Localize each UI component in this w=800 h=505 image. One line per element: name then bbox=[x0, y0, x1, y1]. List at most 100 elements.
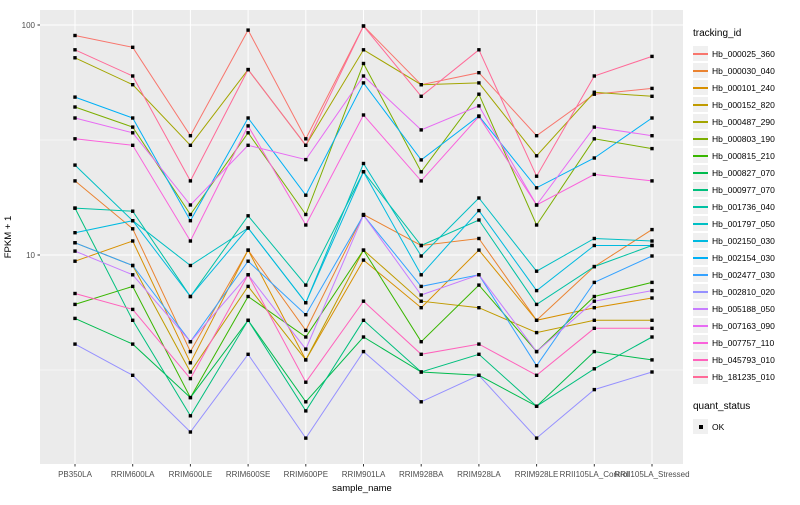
data-point bbox=[361, 81, 366, 85]
data-point bbox=[73, 241, 77, 245]
data-point bbox=[361, 170, 366, 174]
data-point bbox=[592, 387, 596, 392]
data-point bbox=[304, 313, 308, 317]
data-point bbox=[419, 306, 423, 310]
data-point bbox=[650, 227, 654, 232]
data-point bbox=[419, 284, 423, 289]
data-point bbox=[188, 349, 193, 354]
data-point bbox=[246, 67, 250, 72]
data-point bbox=[304, 157, 308, 162]
legend-item-label: Hb_000815_210 bbox=[712, 150, 775, 161]
data-point bbox=[477, 248, 481, 252]
legend-item: Hb_007757_110 bbox=[693, 334, 798, 351]
data-point bbox=[419, 370, 423, 374]
legend-key bbox=[693, 284, 708, 299]
legend-item-label: Hb_007757_110 bbox=[712, 337, 775, 348]
data-point bbox=[304, 137, 308, 141]
legend-item-quant-ok: OK bbox=[693, 418, 798, 435]
data-point bbox=[246, 294, 250, 299]
legend-line-swatch bbox=[693, 52, 708, 55]
data-point bbox=[188, 263, 193, 268]
legend-line-swatch bbox=[693, 358, 708, 361]
data-point bbox=[650, 146, 654, 151]
data-point bbox=[361, 161, 366, 166]
legend-item-label: Hb_002477_030 bbox=[712, 269, 775, 280]
legend-key bbox=[693, 216, 708, 231]
data-point bbox=[419, 128, 423, 132]
data-point bbox=[73, 316, 77, 321]
legend-item: Hb_000101_240 bbox=[693, 79, 798, 96]
data-point bbox=[304, 193, 308, 197]
legend-line-swatch bbox=[693, 341, 708, 344]
data-point bbox=[419, 299, 423, 303]
legend-line-swatch bbox=[693, 69, 708, 72]
legend-item-label: Hb_007163_090 bbox=[712, 320, 775, 331]
x-tick-label: RRIM600LE bbox=[169, 470, 213, 479]
data-point bbox=[477, 104, 481, 108]
data-point bbox=[650, 288, 654, 293]
data-point bbox=[73, 259, 77, 263]
legend-line-swatch bbox=[693, 256, 708, 259]
legend-item-label: Hb_000977_070 bbox=[712, 184, 775, 195]
data-point bbox=[188, 179, 193, 183]
data-point bbox=[246, 28, 250, 32]
data-point bbox=[73, 291, 77, 296]
data-point bbox=[246, 143, 250, 147]
data-point bbox=[534, 436, 539, 440]
legend-key bbox=[693, 114, 708, 129]
data-point bbox=[650, 358, 654, 362]
legend-line-swatch bbox=[693, 120, 708, 123]
data-point bbox=[592, 318, 596, 322]
data-point bbox=[188, 212, 193, 217]
data-point bbox=[188, 430, 193, 434]
data-point bbox=[419, 243, 423, 248]
legend-key bbox=[693, 148, 708, 163]
legend-item-label: Hb_001736_040 bbox=[712, 201, 775, 212]
data-point bbox=[534, 373, 539, 377]
legend-line-swatch bbox=[693, 205, 708, 208]
data-point bbox=[477, 208, 481, 213]
data-point bbox=[477, 273, 481, 277]
data-point bbox=[592, 74, 596, 78]
data-point bbox=[534, 269, 539, 273]
data-point bbox=[73, 206, 77, 210]
legend-key bbox=[693, 182, 708, 197]
data-point bbox=[304, 335, 308, 339]
data-point bbox=[592, 92, 596, 96]
data-point bbox=[188, 143, 193, 147]
x-tick-label: RRIM600SE bbox=[226, 470, 270, 479]
data-point bbox=[361, 24, 366, 28]
legend-key bbox=[693, 80, 708, 95]
data-point bbox=[188, 376, 193, 381]
data-point bbox=[304, 143, 308, 147]
data-point bbox=[361, 349, 366, 354]
data-point bbox=[304, 328, 308, 333]
data-point bbox=[131, 318, 135, 322]
data-point bbox=[419, 352, 423, 356]
data-point bbox=[131, 209, 135, 213]
data-point bbox=[419, 340, 423, 344]
data-point bbox=[131, 284, 135, 289]
data-point bbox=[188, 239, 193, 243]
data-point bbox=[73, 95, 77, 99]
data-point bbox=[246, 226, 250, 230]
legend-line-swatch bbox=[693, 154, 708, 157]
data-point bbox=[534, 223, 539, 227]
legend-item-label: Hb_000025_360 bbox=[712, 48, 775, 59]
data-point bbox=[477, 196, 481, 200]
data-point bbox=[131, 143, 135, 147]
legend: tracking_id Hb_000025_360 Hb_000030_040 Hb… bbox=[693, 28, 798, 435]
data-point bbox=[188, 370, 193, 374]
data-point bbox=[188, 134, 193, 138]
legend-line-swatch bbox=[693, 222, 708, 225]
legend-line-swatch bbox=[693, 273, 708, 276]
data-point bbox=[131, 116, 135, 120]
x-tick-label: RRIM901LA bbox=[342, 470, 386, 479]
data-point bbox=[534, 134, 539, 138]
data-point bbox=[592, 264, 596, 269]
data-point bbox=[477, 48, 481, 52]
x-tick-label: RRIM928LE bbox=[515, 470, 559, 479]
data-point bbox=[419, 170, 423, 174]
data-point bbox=[131, 227, 135, 231]
x-tick-label: RRIM928LA bbox=[457, 470, 501, 479]
